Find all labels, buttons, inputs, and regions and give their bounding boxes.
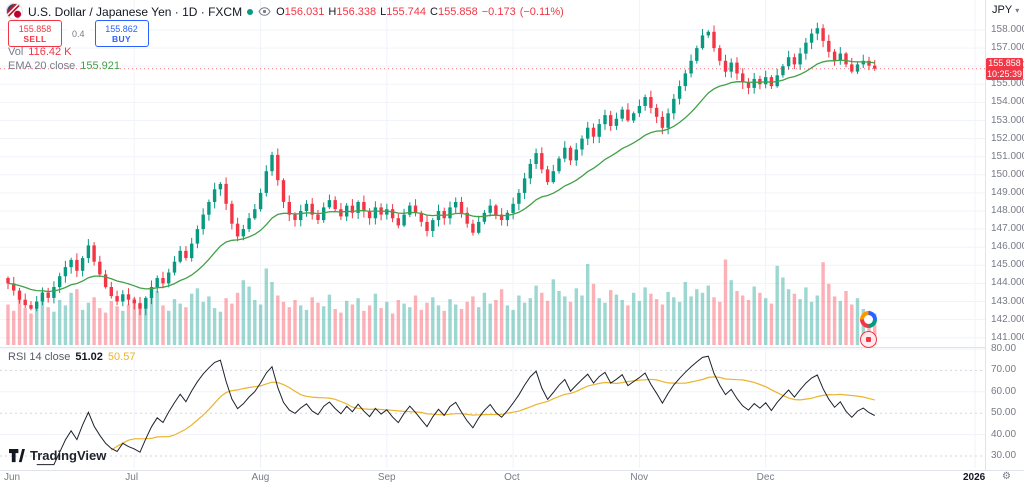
rsi-ma-value: 50.57 (107, 351, 136, 363)
price-axis-label: 146.000 (991, 241, 1024, 253)
sell-price: 155.858 (18, 23, 52, 34)
settings-gear-icon[interactable]: ⚙ (1002, 471, 1011, 482)
volume-label: Vol (8, 46, 24, 58)
price-axis-label: 148.000 (991, 205, 1024, 216)
gauge-icon (864, 315, 873, 324)
sell-button[interactable]: 155.858 SELL (8, 20, 62, 47)
currency-selector[interactable]: JPY ▾ (992, 4, 1020, 16)
buy-button[interactable]: 155.862 BUY (94, 20, 149, 47)
price-axis-label: 147.000 (991, 223, 1024, 235)
tradingview-logo-icon (9, 448, 25, 463)
ohlc-values: O156.031 H156.338 L155.744 C155.858 −0.1… (276, 5, 564, 18)
low-value: 155.744 (386, 5, 427, 18)
rsi-value: 51.02 (75, 351, 103, 363)
price-axis-label: 155.000 (991, 78, 1024, 90)
rsi-legend[interactable]: RSI 14 close 51.02 50.57 (8, 351, 135, 363)
trade-widget: 155.858 SELL 0.4 155.862 BUY (8, 20, 149, 47)
price-axis-label: 149.000 (991, 186, 1024, 198)
quick-trade-button[interactable] (860, 331, 877, 348)
price-axis-label: 141.000 (991, 331, 1024, 343)
volume-value: 116.42 K (28, 46, 72, 58)
price-axis-label: 154.000 (991, 96, 1024, 108)
spread-value: 0.4 (67, 28, 90, 39)
buy-price: 155.862 (105, 23, 138, 34)
open-value: 156.031 (284, 5, 325, 18)
market-status-dot (247, 8, 254, 15)
rsi-axis-label: 30.00 (991, 450, 1017, 461)
time-label-aug: Aug (251, 472, 270, 483)
close-value: 155.858 (437, 5, 478, 18)
time-axis[interactable]: 2026 ⚙ Jun Jul Aug Sep Oct Nov Dec (0, 470, 1024, 484)
tradingview-logo-text: TradingView (30, 448, 107, 463)
sell-label: SELL (23, 33, 47, 44)
volume-legend[interactable]: Vol 116.42 K (8, 46, 72, 58)
rsi-axis-label: 60.00 (991, 385, 1017, 397)
symbol-title[interactable]: U.S. Dollar / Japanese Yen · 1D · FXCM (28, 4, 243, 19)
main-chart[interactable] (0, 0, 985, 470)
last-price: 155.858 (988, 57, 1021, 68)
chevron-down-icon: ▾ (1015, 5, 1020, 15)
price-axis-label: 145.000 (991, 259, 1024, 271)
time-label-jul: Jul (125, 472, 139, 483)
change-percent: (−0.11%) (519, 5, 564, 18)
buy-label: BUY (111, 33, 132, 44)
change-value: −0.173 (481, 5, 516, 18)
price-axis-label: 158.000 (991, 24, 1024, 35)
technicals-gauge-button[interactable] (860, 311, 877, 328)
rsi-axis-label: 80.00 (991, 343, 1017, 354)
rsi-axis-label: 40.00 (991, 428, 1017, 440)
price-axis-label: 153.000 (991, 114, 1024, 126)
price-axis-label: 151.000 (991, 150, 1024, 162)
ema-legend[interactable]: EMA 20 close 155.921 (8, 60, 120, 72)
symbol-legend: U.S. Dollar / Japanese Yen · 1D · FXCM O… (6, 3, 564, 20)
usdjpy-pair-icon (6, 3, 23, 20)
time-label-oct: Oct (504, 472, 520, 483)
rsi-label: RSI 14 close (8, 351, 71, 363)
bar-countdown: 10:25:39 (986, 68, 1023, 79)
eye-icon[interactable] (258, 7, 271, 16)
price-axis-label: 143.000 (991, 295, 1024, 307)
last-price-badge: 155.858 10:25:39 (986, 57, 1023, 80)
ema-value: 155.921 (80, 60, 121, 72)
rsi-axis-label: 70.00 (991, 364, 1017, 376)
price-axis-label: 157.000 (991, 42, 1024, 54)
time-label-dec: Dec (756, 472, 775, 483)
ema-label: EMA 20 close (8, 60, 76, 72)
tradingview-logo[interactable]: TradingView (8, 448, 106, 463)
price-axis-label: 150.000 (991, 168, 1024, 180)
price-axis-label: 152.000 (991, 132, 1024, 144)
price-axis-label: 142.000 (991, 313, 1024, 325)
time-label-sep: Sep (377, 472, 396, 483)
time-label-2026: 2026 (963, 472, 986, 483)
high-value: 156.338 (336, 5, 377, 18)
time-label-jun: Jun (4, 472, 21, 483)
trade-icon (866, 337, 871, 342)
price-axis-label: 144.000 (991, 277, 1024, 289)
time-label-nov: Nov (630, 472, 649, 483)
rsi-axis-label: 50.00 (991, 407, 1017, 419)
